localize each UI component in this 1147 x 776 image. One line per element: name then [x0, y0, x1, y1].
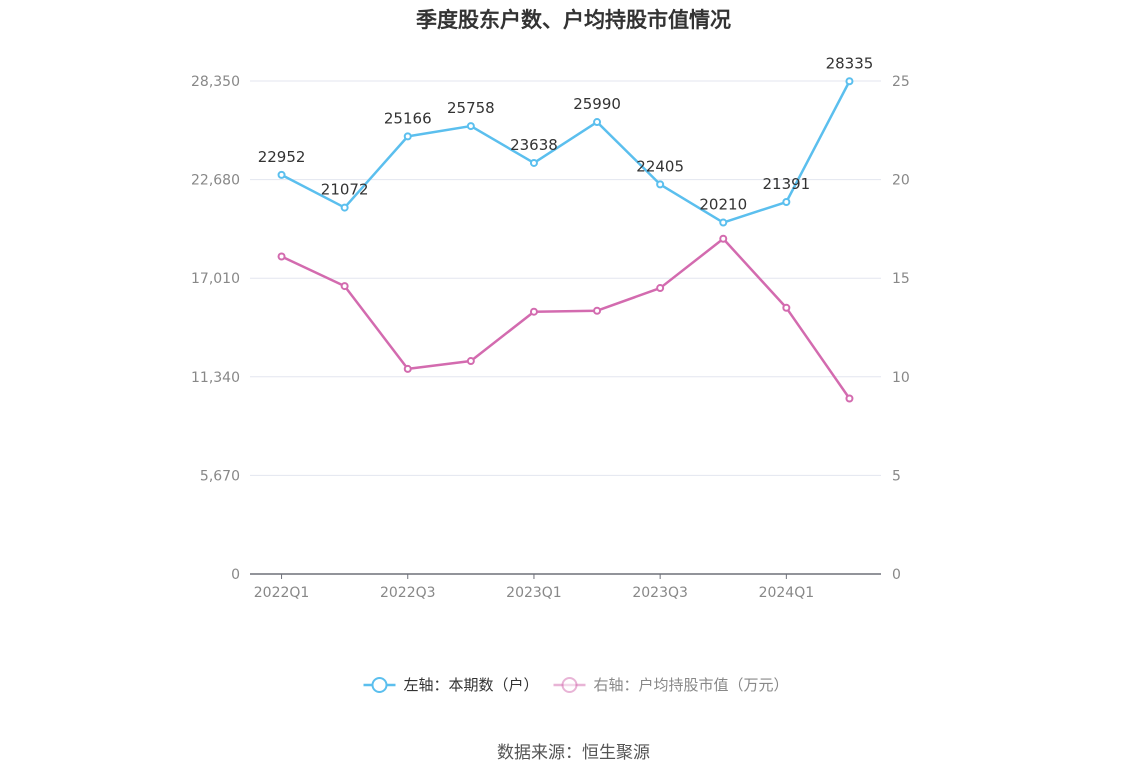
data-label: 25166: [384, 109, 432, 127]
data-label: 21391: [762, 175, 810, 193]
right-tick-label: 0: [892, 567, 901, 583]
left-tick-label: 28,350: [191, 74, 240, 90]
x-tick-label: 2023Q1: [506, 585, 562, 601]
legend-item[interactable]: 左轴：本期数（户）: [363, 676, 539, 694]
data-label: 20210: [699, 196, 747, 214]
data-label: 21072: [321, 181, 369, 199]
data-point: [656, 180, 665, 189]
data-point: [340, 282, 349, 291]
left-tick-label: 11,340: [191, 370, 240, 386]
left-tick-label: 17,010: [191, 271, 240, 287]
legend-item[interactable]: 右轴：户均持股市值（万元）: [553, 676, 789, 694]
data-point: [466, 357, 475, 366]
grid-lines: [250, 80, 881, 476]
data-label: 28335: [826, 54, 874, 72]
data-point: [529, 158, 538, 167]
legend[interactable]: 左轴：本期数（户） 右轴：户均持股市值（万元）: [363, 676, 789, 694]
data-point: [845, 394, 854, 403]
data-label: 23638: [510, 136, 558, 154]
data-point: [656, 284, 665, 293]
left-tick-label: 0: [231, 567, 240, 583]
data-label: 22405: [636, 157, 684, 175]
right-tick-label: 20: [892, 173, 910, 189]
data-point: [277, 252, 286, 261]
data-point: [593, 118, 602, 127]
left-tick-label: 5,670: [200, 468, 240, 484]
series-layer: [277, 77, 854, 403]
x-tick-label: 2023Q3: [632, 585, 688, 601]
data-point: [403, 132, 412, 141]
data-point: [719, 234, 728, 243]
data-point: [593, 306, 602, 315]
chart-title: 季度股东户数、户均持股市值情况: [416, 8, 731, 32]
data-point: [845, 77, 854, 86]
left-tick-label: 22,680: [191, 173, 240, 189]
data-point: [403, 364, 412, 373]
right-tick-label: 10: [892, 370, 910, 386]
chart-svg: 0 5,670 11,340 17,010 22,680 28,350 0 5 10 15 20 25…: [191, 54, 910, 694]
data-point: [782, 198, 791, 207]
data-point: [340, 203, 349, 212]
legend-label: 左轴：本期数（户）: [404, 676, 539, 694]
x-tick-label: 2022Q3: [380, 585, 436, 601]
data-point: [782, 303, 791, 312]
right-tick-label: 15: [892, 271, 910, 287]
legend-marker: [371, 677, 388, 693]
data-point: [466, 122, 475, 131]
data-point: [277, 170, 286, 179]
data-point: [719, 218, 728, 227]
right-tick-label: 25: [892, 74, 910, 90]
data-label: 22952: [258, 148, 306, 166]
x-tick-label: 2022Q1: [254, 585, 310, 601]
x-tick-label: 2024Q1: [759, 585, 815, 601]
legend-label: 右轴：户均持股市值（万元）: [594, 676, 789, 694]
axes: 0 5,670 11,340 17,010 22,680 28,350 0 5 10 15 20 25…: [191, 74, 910, 601]
data-labels: 22952 21072 25166 25758 23638 25990 22405 20210…: [258, 54, 874, 213]
series-line: [281, 237, 851, 400]
source-note: 数据来源：恒生聚源: [497, 743, 650, 763]
data-label: 25758: [447, 99, 495, 117]
data-label: 25990: [573, 95, 621, 113]
legend-marker: [561, 677, 578, 693]
right-tick-label: 5: [892, 468, 901, 484]
data-point: [529, 307, 538, 316]
series-line: [280, 80, 851, 224]
